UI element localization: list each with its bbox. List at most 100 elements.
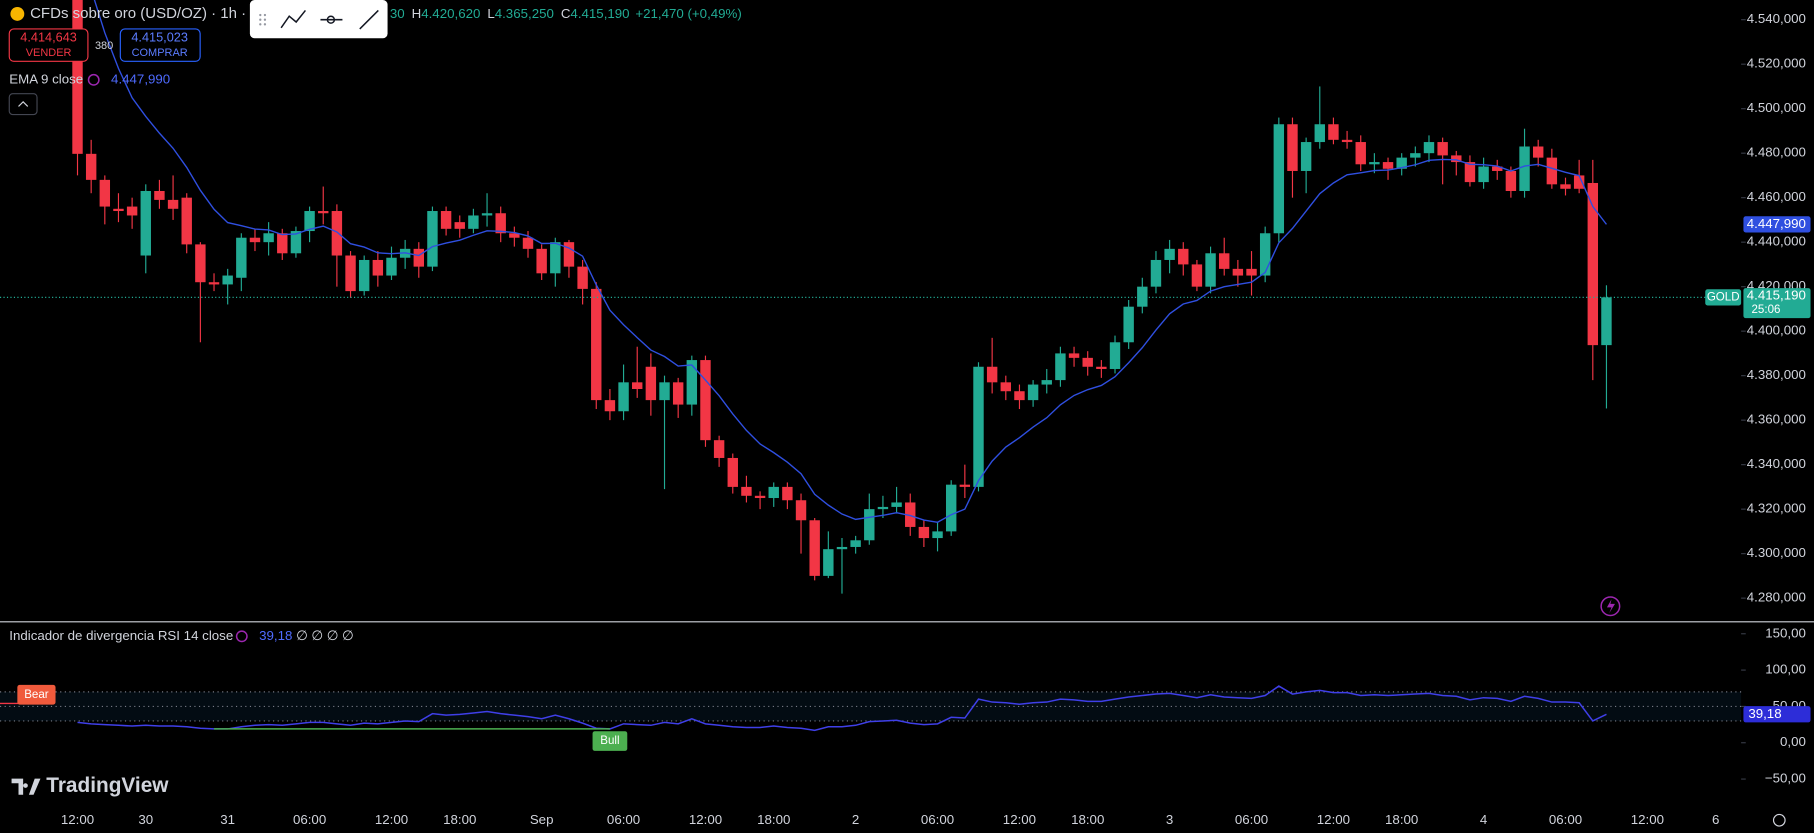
tool-icon[interactable] xyxy=(359,9,379,30)
candle-body xyxy=(891,502,902,507)
candle-body xyxy=(754,495,766,499)
x-tick-label: 18:00 xyxy=(1385,812,1418,827)
candle-body xyxy=(1178,248,1189,265)
candle-body xyxy=(1573,175,1585,189)
spread: 380 xyxy=(95,40,113,52)
caret xyxy=(18,101,29,107)
candle-body xyxy=(959,484,971,487)
buy-price: 4.415,023 xyxy=(131,30,188,45)
x-tick-label: 06:00 xyxy=(607,812,640,827)
x-tick-label: 31 xyxy=(220,812,235,827)
candle-body xyxy=(222,275,233,285)
candle-body xyxy=(1492,166,1503,171)
candle-body xyxy=(536,248,547,274)
alert-icon[interactable] xyxy=(1600,596,1621,617)
alert-bolt xyxy=(1606,599,1616,614)
buy-button[interactable] xyxy=(119,28,201,62)
refresh-icon[interactable] xyxy=(235,630,248,643)
candle-body xyxy=(1232,268,1244,276)
tool-icon[interactable] xyxy=(320,15,343,24)
ohlc: 30 H4.420,620 L4.365,250 C4.415,190 +21,470 … xyxy=(390,5,742,20)
candle-body xyxy=(1259,233,1271,276)
tool-icon[interactable] xyxy=(280,9,307,29)
x-tick-label: 30 xyxy=(138,812,153,827)
candle-body xyxy=(823,549,834,576)
y-tick-label: 0,00 xyxy=(1780,734,1806,749)
candle-body xyxy=(1000,382,1012,392)
ohlc-change: +21,470 (+0,49%) xyxy=(635,5,741,20)
candle-body xyxy=(1560,184,1571,189)
candle-body xyxy=(686,360,698,405)
candle-body xyxy=(1341,139,1353,143)
candle-body xyxy=(522,237,534,249)
candle-body xyxy=(72,0,83,154)
candle-body xyxy=(1014,391,1025,401)
candle-body xyxy=(795,500,807,521)
candle-body xyxy=(1055,353,1066,381)
y-tick-label: −50,00 xyxy=(1765,771,1806,786)
candle-body xyxy=(331,211,343,256)
candle-body xyxy=(1423,142,1435,154)
candle-body xyxy=(386,257,397,276)
candle-body xyxy=(1041,380,1052,385)
candle-body xyxy=(645,366,657,401)
drag-handle[interactable] xyxy=(259,13,267,26)
rsi-legend-name[interactable]: Indicador de divergencia RSI 14 close xyxy=(9,628,233,643)
x-tick-label: 18:00 xyxy=(757,812,790,827)
candle-body xyxy=(1287,124,1298,171)
ema-legend-name[interactable]: EMA 9 close xyxy=(9,71,83,86)
x-tick-label: 18:00 xyxy=(443,812,476,827)
candle-body xyxy=(700,360,711,441)
x-tick-label: 06:00 xyxy=(921,812,954,827)
candle-body xyxy=(945,484,957,532)
ema-legend-value: 4.447,990 xyxy=(111,71,170,86)
sell-button[interactable] xyxy=(8,28,89,62)
rsi-tag-value: 39,18 xyxy=(1748,706,1781,721)
candle-body xyxy=(1451,155,1462,163)
symbol-title[interactable]: CFDs sobre oro (USD/OZ) · 1h · xyxy=(30,5,246,22)
candle-body xyxy=(604,400,616,412)
candle-body xyxy=(1300,142,1312,171)
y-tick-label: 4.300,000 xyxy=(1747,545,1806,560)
brand-name[interactable]: TradingView xyxy=(46,774,169,797)
y-tick-label: 100,00 xyxy=(1765,662,1806,677)
ohlc-h: H xyxy=(412,5,422,20)
y-tick-label: 4.340,000 xyxy=(1747,456,1806,471)
candle-body xyxy=(1068,353,1080,358)
x-tick-label: 6 xyxy=(1712,812,1719,827)
x-tick-label: 4 xyxy=(1480,812,1487,827)
refresh-icon[interactable] xyxy=(87,73,100,86)
candle-body xyxy=(318,211,329,214)
y-tick-label: 4.500,000 xyxy=(1747,100,1806,115)
symbol-icon xyxy=(10,6,25,21)
candle-body xyxy=(454,222,465,229)
candle-body xyxy=(468,215,479,229)
candle-body xyxy=(249,237,261,243)
y-tick-label: 4.360,000 xyxy=(1747,412,1806,427)
y-tick-label: 4.380,000 xyxy=(1747,367,1806,382)
rsi-pane: Bull Bear xyxy=(0,684,1742,751)
candle-body xyxy=(126,206,138,216)
candle-body xyxy=(1027,384,1039,401)
candle-body xyxy=(1382,162,1394,169)
candle-body xyxy=(905,502,916,527)
price-tag-countdown: 25:06 xyxy=(1752,304,1781,316)
bull-label-bg xyxy=(592,731,628,751)
price-pane xyxy=(0,0,1742,594)
candle-body xyxy=(986,366,998,383)
candle-body xyxy=(782,486,793,501)
x-tick-label: 06:00 xyxy=(293,812,326,827)
candle-body xyxy=(1546,157,1558,185)
candle-body xyxy=(836,546,848,550)
settings-icon[interactable] xyxy=(1772,813,1786,827)
y-tick-label: 150,00 xyxy=(1765,625,1806,640)
candle-body xyxy=(1505,170,1517,191)
candle-body xyxy=(672,382,684,405)
candle-body xyxy=(1355,142,1366,165)
symbol-tag xyxy=(1705,289,1742,306)
ohlc-c: C xyxy=(561,5,571,20)
collapse-button[interactable] xyxy=(8,93,38,116)
candle-body xyxy=(877,506,889,510)
x-tick-label: 12:00 xyxy=(1317,812,1350,827)
candle-body xyxy=(1478,166,1489,183)
